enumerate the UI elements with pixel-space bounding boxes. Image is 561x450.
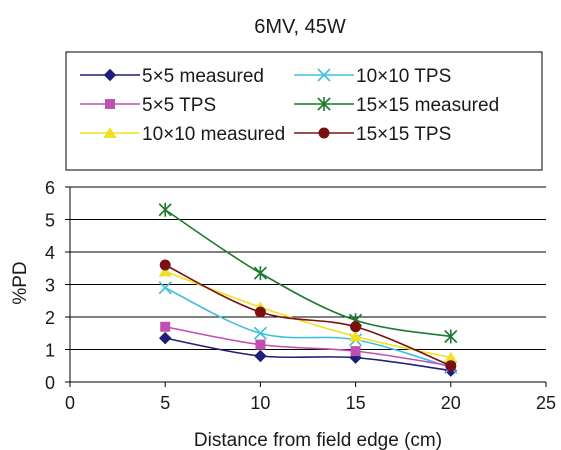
data-point — [444, 351, 458, 363]
legend-marker — [317, 97, 331, 111]
y-tick-label: 1 — [45, 341, 55, 361]
data-point — [158, 331, 172, 345]
data-point — [444, 329, 458, 344]
x-tick-label: 0 — [65, 393, 75, 413]
legend-label: 5×5 measured — [142, 66, 264, 87]
data-point — [445, 360, 457, 372]
x-tick-label: 15 — [346, 393, 366, 413]
legend: 5×5 measured 10×10 TPS 5×5 TPS 15×15 measur… — [80, 66, 499, 145]
x-tick-label: 20 — [441, 393, 461, 413]
legend-entry: 15×15 measured — [294, 95, 499, 116]
legend-box — [65, 51, 543, 171]
data-point — [158, 281, 172, 295]
legend-entry: 5×5 TPS — [80, 95, 216, 116]
data-point — [350, 321, 362, 333]
data-point — [350, 346, 361, 357]
data-point — [254, 306, 266, 318]
grid-lines — [70, 186, 546, 350]
x-tick-label: 25 — [536, 393, 556, 413]
legend-entry: 10×10 measured — [80, 124, 285, 145]
series-line — [164, 287, 452, 369]
legend-label: 10×10 measured — [142, 124, 285, 145]
data-point — [349, 330, 363, 342]
axes: 0 1 2 3 4 5 6 0 5 10 15 20 25 — [45, 178, 556, 413]
data-point — [158, 202, 172, 217]
legend-entry: 15×15 TPS — [294, 124, 451, 145]
x-tick-label: 5 — [160, 393, 170, 413]
data-point — [160, 321, 171, 332]
legend-marker — [103, 68, 117, 82]
y-axis-label: %PD — [10, 261, 31, 304]
series-5 — [159, 259, 457, 372]
series-line — [164, 264, 452, 367]
legend-label: 15×15 measured — [356, 95, 499, 116]
legend-label: 10×10 TPS — [356, 66, 451, 87]
legend-marker — [317, 68, 331, 82]
data-point — [159, 259, 171, 271]
legend-marker — [103, 127, 117, 138]
legend-label: 15×15 TPS — [356, 124, 451, 145]
series-line — [164, 209, 451, 338]
y-tick-label: 3 — [45, 276, 55, 296]
legend-marker — [105, 99, 115, 109]
y-tick-label: 2 — [45, 308, 55, 328]
series-line — [165, 337, 451, 372]
legend-entry: 10×10 TPS — [294, 66, 451, 87]
y-tick-label: 4 — [45, 243, 55, 263]
data-point — [253, 266, 267, 281]
data-point — [158, 265, 172, 277]
data-point — [253, 326, 267, 340]
legend-marker — [318, 127, 330, 139]
x-tick-label: 10 — [250, 393, 270, 413]
data-point — [255, 339, 266, 350]
chart-title: 6MV, 45W — [254, 16, 346, 38]
data-point — [254, 349, 267, 363]
y-tick-label: 0 — [45, 373, 55, 393]
x-axis-label: Distance from field edge (cm) — [194, 430, 442, 450]
series-line — [165, 325, 451, 367]
legend-entry: 5×5 measured — [80, 66, 264, 87]
y-tick-label: 6 — [45, 178, 55, 198]
legend-label: 5×5 TPS — [142, 95, 216, 116]
y-tick-label: 5 — [45, 211, 55, 231]
series-layer — [158, 202, 458, 377]
